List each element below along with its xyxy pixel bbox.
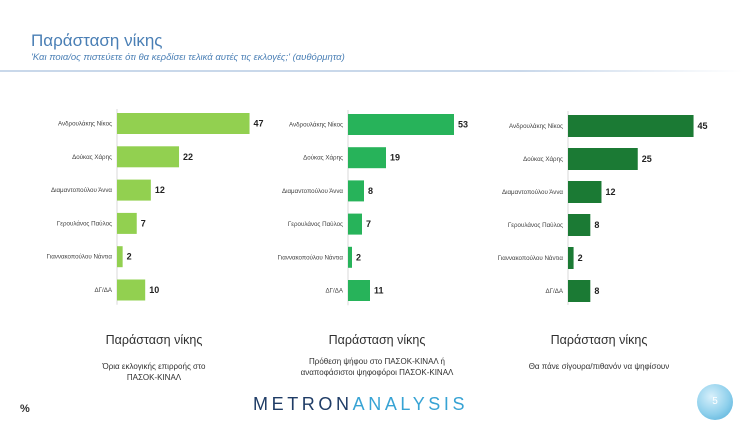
data-label: 25 — [642, 154, 652, 164]
bar — [348, 114, 454, 135]
panel-1-title: Παράσταση νίκης — [105, 333, 203, 347]
bar — [568, 148, 638, 170]
logo-part-2: ANALYSIS — [352, 394, 469, 414]
bar — [348, 180, 364, 202]
bar — [117, 279, 146, 301]
data-label: 8 — [594, 220, 599, 230]
bar — [348, 213, 362, 235]
panel-2-title: Παράσταση νίκης — [328, 333, 426, 347]
category-label: Γιαννακοπούλου Νάντια — [47, 254, 113, 261]
category-label: Διαμαντοπούλου Άννα — [282, 188, 343, 195]
category-label: Ανδρουλάκης Νίκος — [289, 122, 343, 129]
data-label: 8 — [594, 286, 599, 296]
category-label: ΔΓ/ΔΑ — [325, 288, 343, 295]
data-label: 19 — [390, 153, 400, 163]
data-label: 53 — [458, 120, 468, 130]
header-divider — [0, 70, 743, 72]
category-label: ΔΓ/ΔΑ — [94, 287, 112, 294]
bar — [348, 246, 352, 268]
percent-icon: % — [20, 403, 30, 415]
category-label: Ανδρουλάκης Νίκος — [509, 123, 563, 130]
category-label: Διαμαντοπούλου Άννα — [502, 189, 563, 196]
bar — [117, 179, 151, 201]
bar — [348, 280, 370, 301]
category-label: Ανδρουλάκης Νίκος — [58, 121, 112, 128]
bar — [568, 247, 574, 269]
panel-3-title: Παράσταση νίκης — [550, 333, 648, 347]
data-label: 11 — [374, 286, 384, 296]
category-label: Γερουλάνος Παύλος — [508, 222, 563, 229]
category-label: Γερουλάνος Παύλος — [57, 220, 112, 227]
panel-3-description: Θα πάνε σίγουρα/πιθανόν να ψηφίσουν — [528, 362, 670, 371]
page-title: Παράσταση νίκης — [31, 31, 163, 50]
panel-1-description: Όρια εκλογικής επιρροής στο ΠΑΣΟΚ-ΚΙΝΑΛ — [102, 362, 206, 382]
bar — [117, 113, 250, 134]
data-label: 45 — [698, 121, 708, 131]
data-label: 22 — [183, 152, 193, 162]
bar — [348, 147, 386, 169]
bar — [568, 115, 694, 137]
data-label: 2 — [578, 253, 583, 263]
bar — [568, 280, 591, 302]
logo-part-1: METRON — [253, 394, 353, 414]
bar — [568, 214, 591, 236]
data-label: 2 — [127, 252, 132, 262]
category-label: ΔΓ/ΔΑ — [545, 288, 563, 295]
bar — [568, 181, 602, 203]
category-label: Δούκας Χάρης — [523, 156, 563, 163]
category-label: Γερουλάνος Παύλος — [288, 221, 343, 228]
page-number-badge: 5 — [697, 384, 733, 420]
bar — [117, 212, 137, 234]
page-subtitle: 'Και ποια/ος πιστεύετε ότι θα κερδίσει τ… — [31, 52, 345, 63]
panel-2-description: Πρόθεση ψήφου στο ΠΑΣΟΚ-ΚΙΝΑΛ ή αναποφάσ… — [300, 357, 454, 377]
bar — [117, 246, 123, 268]
data-label: 7 — [141, 218, 146, 228]
category-label: Γιαννακοπούλου Νάντια — [278, 254, 344, 261]
data-label: 47 — [254, 119, 264, 129]
data-label: 12 — [605, 187, 615, 197]
data-label: 7 — [366, 219, 371, 229]
data-label: 2 — [356, 252, 361, 262]
category-label: Δούκας Χάρης — [303, 155, 343, 162]
bar — [117, 146, 180, 168]
data-label: 10 — [149, 285, 159, 295]
data-label: 12 — [155, 185, 165, 195]
category-label: Γιαννακοπούλου Νάντια — [498, 255, 564, 262]
category-label: Διαμαντοπούλου Άννα — [51, 187, 112, 194]
category-label: Δούκας Χάρης — [72, 154, 112, 161]
data-label: 8 — [368, 186, 373, 196]
metron-analysis-logo: METRONANALYSIS — [253, 394, 468, 415]
